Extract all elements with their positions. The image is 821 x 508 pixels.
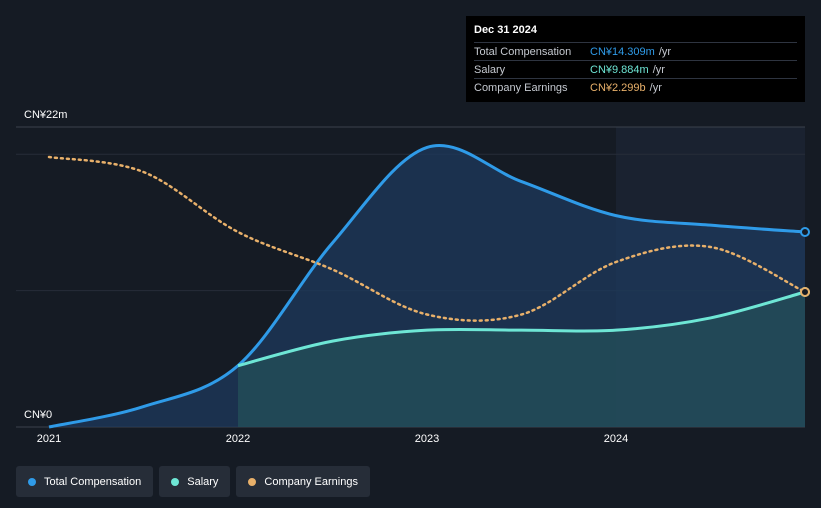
legend-label: Salary — [187, 475, 219, 488]
tooltip-label: Total Compensation — [474, 45, 572, 58]
tooltip-date: Dec 31 2024 — [474, 24, 537, 36]
tooltip-row-salary: Salary CN¥9.884m /yr — [474, 60, 797, 78]
company-earnings-line — [47, 155, 807, 322]
tooltip: Dec 31 2024 Total Compensation CN¥14.309… — [466, 16, 805, 102]
legend-item-salary[interactable]: Salary — [159, 466, 231, 497]
legend-dot-icon — [248, 477, 257, 486]
legend-item-company-earnings[interactable]: Company Earnings — [236, 466, 370, 497]
tooltip-row-earnings: Company Earnings CN¥2.299b /yr — [474, 78, 797, 96]
x-tick-label: 2021 — [37, 433, 61, 445]
x-tick-label: 2023 — [415, 433, 439, 445]
salary-line — [237, 290, 806, 368]
total-compensation-point — [800, 227, 810, 237]
y-tick-label-top: CN¥22m — [24, 109, 67, 121]
x-tick-label: 2024 — [604, 433, 628, 445]
tooltip-value: CN¥2.299b — [590, 81, 646, 94]
tooltip-unit: /yr — [658, 45, 672, 58]
legend: Total Compensation Salary Company Earnin… — [16, 466, 370, 497]
legend-item-total-compensation[interactable]: Total Compensation — [16, 466, 154, 497]
legend-dot-icon — [171, 477, 180, 486]
legend-label: Company Earnings — [264, 475, 358, 488]
legend-dot-icon — [28, 477, 36, 486]
y-tick-label-zero: CN¥0 — [24, 409, 52, 421]
total-compensation-line — [48, 144, 806, 429]
tooltip-unit: /yr — [649, 81, 662, 94]
tooltip-value: CN¥14.309m — [590, 45, 655, 58]
x-tick-label: 2022 — [226, 433, 250, 445]
tooltip-label: Company Earnings — [474, 81, 568, 94]
tooltip-value: CN¥9.884m — [590, 63, 649, 76]
company-earnings-point — [800, 287, 810, 297]
legend-label: Total Compensation — [44, 475, 142, 488]
tooltip-label: Salary — [474, 63, 506, 76]
tooltip-unit: /yr — [652, 63, 665, 76]
tooltip-row-total: Total Compensation CN¥14.309m /yr — [474, 42, 797, 60]
